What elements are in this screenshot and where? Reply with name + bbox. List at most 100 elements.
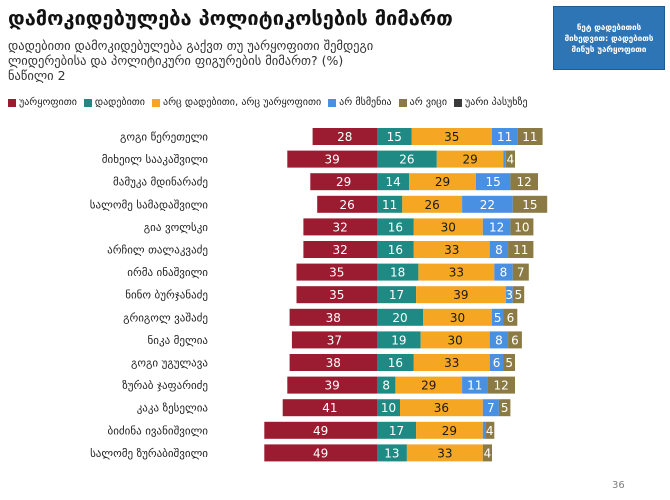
bar-segment xyxy=(377,354,414,371)
bar-value-label: 6 xyxy=(493,356,501,370)
net-positive-note: ნეტ დადებითის მიხედვით: დადებითს მინუს უ… xyxy=(553,6,665,70)
legend-swatch xyxy=(328,98,337,107)
bar-value-label: 30 xyxy=(450,311,465,325)
category-label: გოგი წერეთელი xyxy=(120,131,208,144)
page-title: დამოკიდებულება პოლიტიკოსების მიმართ xyxy=(8,6,453,30)
bar-segment xyxy=(512,286,525,304)
bar-value-label: 13 xyxy=(384,446,399,460)
category-label: გია ვოლსკი xyxy=(144,221,209,234)
bar-value-label: 29 xyxy=(421,379,436,393)
bar-value-label: 6 xyxy=(507,311,515,325)
bar-negative xyxy=(291,331,377,349)
bar-segment xyxy=(377,331,421,349)
bar-value-label: 33 xyxy=(444,243,459,257)
category-label: ზურაბ ჯაფარიძე xyxy=(122,379,208,392)
bar-value-label: 4 xyxy=(486,424,494,438)
bar-value-label: 6 xyxy=(511,333,519,347)
bar-value-label: 14 xyxy=(385,175,400,189)
bar-value-label: 12 xyxy=(517,175,532,189)
bar-segment xyxy=(413,354,490,371)
bar-value-label: 26 xyxy=(399,153,414,167)
chart-subtitle: დადებითი დამოკიდებულება გაქვთ თუ უარყოფი… xyxy=(8,38,374,83)
category-label: გოგი უგულავა xyxy=(131,357,208,370)
bar-segment xyxy=(377,263,419,281)
bar-segment xyxy=(482,399,499,417)
category-label: ირმა ინაშვილი xyxy=(127,266,208,279)
bar-value-label: 22 xyxy=(480,198,495,212)
bar-value-label: 32 xyxy=(333,220,348,234)
bar-value-label: 11 xyxy=(382,198,397,212)
bar-value-label: 33 xyxy=(449,266,464,280)
bar-value-label: 39 xyxy=(325,153,340,167)
legend-item: არც დადებითი, არც უარყოფითი xyxy=(151,97,321,108)
category-label: სალომე სამადაშვილი xyxy=(90,198,209,211)
bar-value-label: 11 xyxy=(513,243,528,257)
bar-value-label: 30 xyxy=(441,220,456,234)
legend-label: დადებითი xyxy=(94,97,145,108)
bar-value-label: 26 xyxy=(339,198,354,212)
bar-negative xyxy=(289,308,377,326)
category-label: არჩილ თალაკვაძე xyxy=(107,244,208,257)
bar-value-label: 30 xyxy=(448,333,463,347)
bar-value-label: 11 xyxy=(497,130,512,144)
bar-value-label: 39 xyxy=(453,288,468,302)
bar-value-label: 18 xyxy=(390,266,405,280)
bar-segment xyxy=(416,286,506,304)
bar-segment xyxy=(482,218,511,236)
legend-label: უარყოფითი xyxy=(19,97,77,108)
bar-segment xyxy=(510,173,538,191)
legend-swatch xyxy=(398,98,407,107)
legend-item: უარი პასუხზე xyxy=(454,97,528,108)
bar-segment xyxy=(510,218,534,236)
bar-value-label: 8 xyxy=(500,266,508,280)
bar-segment xyxy=(377,128,412,145)
bar-value-label: 8 xyxy=(495,243,503,257)
bar-value-label: 16 xyxy=(388,243,403,257)
bar-segment xyxy=(492,128,518,145)
bar-negative xyxy=(312,128,377,145)
bar-value-label: 5 xyxy=(494,311,502,325)
category-label: ბიძინა ივანიშვილი xyxy=(108,424,209,437)
bar-value-label: 20 xyxy=(392,311,407,325)
bar-segment xyxy=(503,150,506,168)
legend-swatch xyxy=(454,98,463,107)
bar-value-label: 41 xyxy=(322,401,337,415)
bar-segment xyxy=(489,331,509,349)
bar-value-label: 16 xyxy=(388,356,403,370)
bar-segment xyxy=(411,128,492,145)
bar-value-label: 35 xyxy=(444,130,459,144)
bar-value-label: 11 xyxy=(522,130,537,144)
page-number: 36 xyxy=(612,480,625,491)
bar-segment xyxy=(420,331,490,349)
legend-item: არ მსმენია xyxy=(328,97,392,108)
net-positive-note-text: ნეტ დადებითის მიხედვით: დადებითს მინუს უ… xyxy=(564,22,654,54)
bar-negative xyxy=(303,241,377,258)
bar-segment xyxy=(406,444,483,462)
bar-value-label: 5 xyxy=(505,356,513,370)
bar-value-label: 28 xyxy=(337,130,352,144)
bar-value-label: 38 xyxy=(326,311,341,325)
bar-value-label: 15 xyxy=(486,175,501,189)
legend-label: უარი პასუხზე xyxy=(465,97,528,108)
bar-value-label: 29 xyxy=(435,175,450,189)
bar-segment xyxy=(377,195,403,213)
bar-segment xyxy=(512,195,548,213)
bar-value-label: 10 xyxy=(381,401,396,415)
bar-segment xyxy=(377,173,410,191)
bar-segment xyxy=(489,241,509,258)
bar-segment xyxy=(489,354,504,371)
bar-value-label: 12 xyxy=(494,379,509,393)
legend-label: არ მსმენია xyxy=(339,97,392,108)
bar-segment xyxy=(377,241,414,258)
bar-segment xyxy=(482,444,492,462)
legend-item: უარყოფითი xyxy=(8,97,77,108)
bar-negative xyxy=(287,150,377,168)
bar-value-label: 33 xyxy=(437,446,452,460)
bar-segment xyxy=(505,286,513,304)
bar-segment xyxy=(482,421,486,439)
bar-value-label: 33 xyxy=(444,356,459,370)
bar-value-label: 3 xyxy=(505,288,513,302)
category-label: კაკა ზესელია xyxy=(137,402,209,415)
bar-value-label: 35 xyxy=(329,288,344,302)
legend-item: არ ვიცი xyxy=(398,97,447,108)
